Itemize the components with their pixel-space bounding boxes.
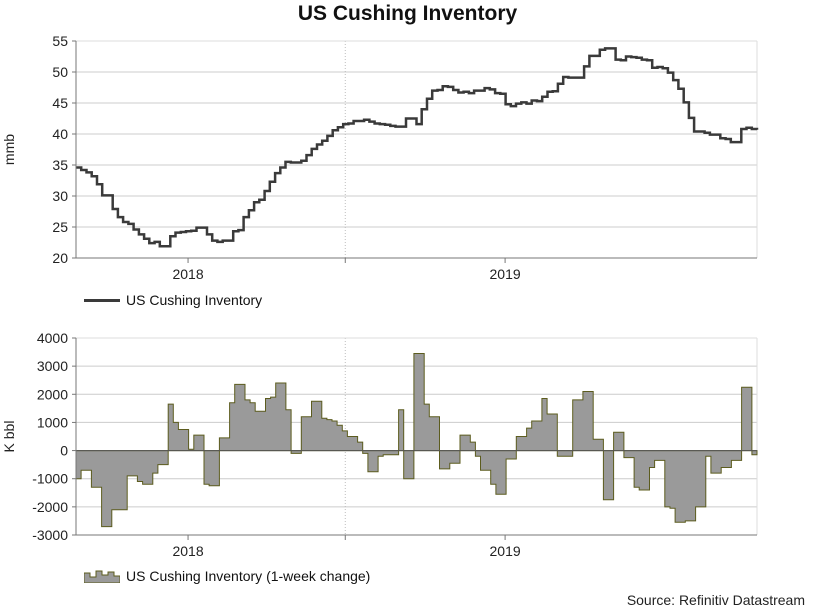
- y-tick-label: 0: [60, 443, 68, 459]
- y-tick-label: 30: [52, 188, 68, 204]
- legend-label-weekly-change: US Cushing Inventory (1-week change): [126, 568, 371, 584]
- y-tick-label: 40: [52, 126, 68, 142]
- y-axis-label: mmb: [1, 134, 17, 165]
- y-tick-label: -3000: [32, 527, 68, 543]
- y-tick-label: 4000: [37, 330, 68, 346]
- y-tick-label: 45: [52, 95, 68, 111]
- series-line-inventory: [76, 47, 759, 248]
- y-tick-label: 3000: [37, 358, 68, 374]
- y-tick-label: 25: [52, 219, 68, 235]
- y-tick-label: 50: [52, 64, 68, 80]
- x-tick-label: 2018: [172, 266, 203, 282]
- legend-bottom: US Cushing Inventory (1-week change): [84, 568, 370, 584]
- legend-area-swatch: [84, 570, 120, 583]
- y-tick-label: 20: [52, 250, 68, 266]
- x-tick-label: 2019: [490, 543, 521, 559]
- y-tick-label: -2000: [32, 499, 68, 515]
- y-axis-label: K bbl: [1, 421, 17, 453]
- x-tick-label: 2018: [172, 543, 203, 559]
- source-note: Source: Refinitiv Datastream: [626, 592, 805, 608]
- x-tick-label: 2019: [490, 266, 521, 282]
- series-area-weekly-change: [75, 353, 758, 528]
- y-tick-label: -1000: [32, 471, 68, 487]
- y-tick-label: 2000: [37, 386, 68, 402]
- y-tick-label: 55: [52, 33, 68, 49]
- chart-title: US Cushing Inventory: [297, 2, 518, 25]
- y-tick-label: 35: [52, 157, 68, 173]
- legend-line-swatch: [84, 298, 120, 302]
- legend-label-inventory: US Cushing Inventory: [126, 292, 263, 308]
- y-tick-label: 1000: [37, 414, 68, 430]
- legend-top: US Cushing Inventory: [84, 292, 262, 308]
